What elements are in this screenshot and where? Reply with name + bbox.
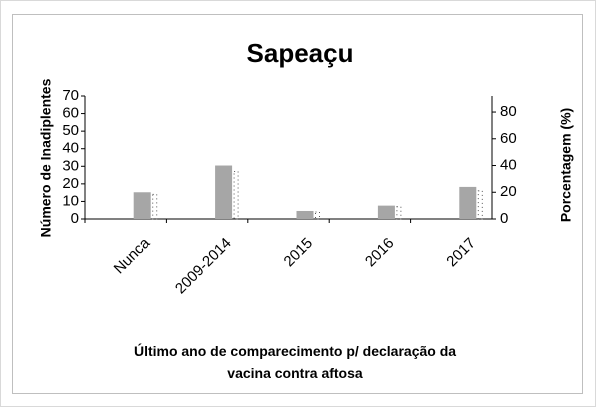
x-axis-title-box: Último ano de comparecimento p/ declaraç… [133, 343, 457, 381]
y2-tick-label: 80 [500, 103, 517, 120]
y-tick-label: 0 [71, 210, 79, 227]
bar [296, 210, 314, 219]
bar [133, 192, 151, 219]
y-tick-label: 30 [62, 157, 79, 174]
y2-tick-label: 40 [500, 156, 517, 173]
chart-title: Sapeaçu [247, 38, 354, 68]
bar [459, 186, 477, 219]
bar [152, 193, 158, 220]
bar [215, 165, 233, 219]
y-tick-label: 60 [62, 105, 79, 122]
y2-tick-label: 60 [500, 130, 517, 147]
y2-tick-label: 20 [500, 183, 517, 200]
x-axis-title: Último ano de comparecimento p/ declaraç… [133, 343, 457, 381]
bar [377, 205, 395, 219]
y-tick-label: 50 [62, 122, 79, 139]
y-tick-label: 20 [62, 175, 79, 192]
y2-axis-title: Porcentagem (%) [558, 108, 574, 222]
y-axis-title: Número de Inadiplentes [38, 78, 54, 237]
y-tick-label: 70 [62, 87, 79, 104]
y-tick-label: 10 [62, 192, 79, 209]
y2-tick-label: 0 [500, 210, 508, 227]
chart-border [12, 14, 583, 394]
y-tick-label: 40 [62, 140, 79, 157]
